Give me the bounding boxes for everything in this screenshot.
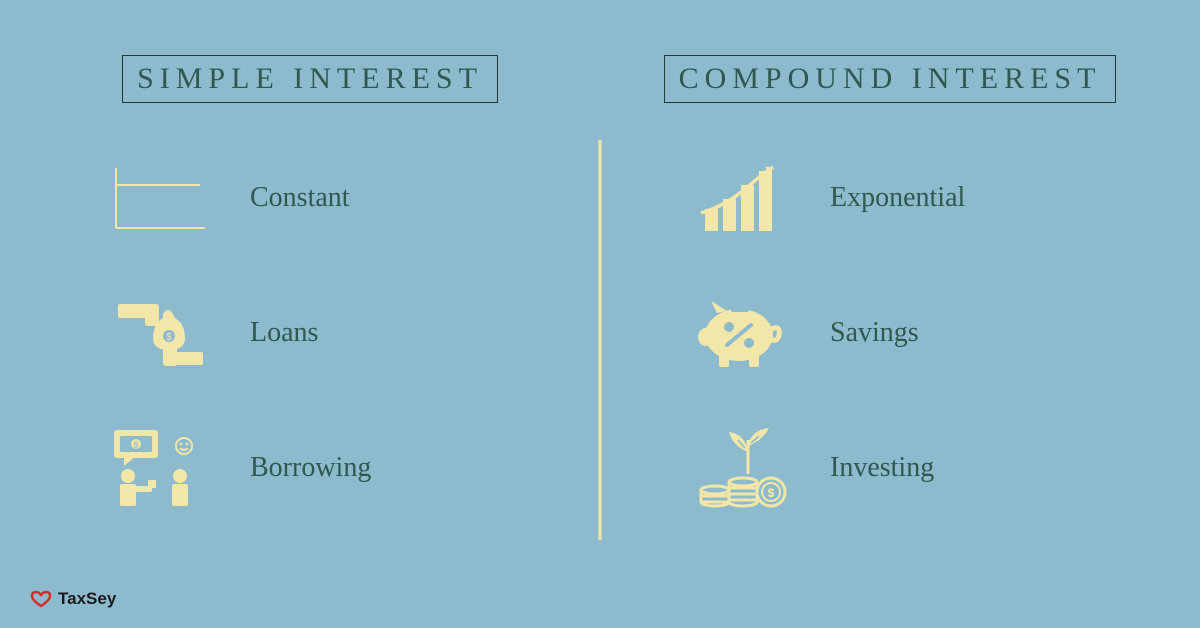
exponential-chart-icon — [690, 158, 790, 238]
item-borrowing: $ B — [110, 428, 560, 508]
item-exponential: Exponential — [690, 158, 1140, 238]
item-savings: Savings — [690, 293, 1140, 373]
right-items: Exponential — [640, 158, 1140, 508]
svg-text:$: $ — [166, 332, 172, 343]
brand-logo: TaxSey — [30, 588, 116, 610]
svg-text:$: $ — [767, 486, 774, 500]
item-investing: $ Investing — [690, 428, 1140, 508]
item-label: Loans — [250, 317, 318, 349]
left-column: SIMPLE INTEREST Constant — [60, 55, 600, 548]
investing-icon: $ — [690, 428, 790, 508]
item-label: Investing — [830, 452, 934, 484]
item-label: Exponential — [830, 182, 965, 214]
borrowing-icon: $ — [110, 428, 210, 508]
item-label: Constant — [250, 182, 350, 214]
right-column: COMPOUND INTEREST Exponential — [600, 55, 1140, 548]
svg-text:$: $ — [133, 440, 138, 450]
constant-chart-icon — [110, 158, 210, 238]
left-items: Constant $ — [60, 158, 560, 508]
center-divider — [599, 140, 602, 540]
item-label: Borrowing — [250, 452, 371, 484]
left-heading: SIMPLE INTEREST — [122, 55, 498, 103]
right-heading: COMPOUND INTEREST — [664, 55, 1117, 103]
item-label: Savings — [830, 317, 919, 349]
piggy-bank-icon — [690, 293, 790, 373]
item-loans: $ Loans — [110, 293, 560, 373]
loans-icon: $ — [110, 293, 210, 373]
logo-text: TaxSey — [58, 589, 116, 609]
item-constant: Constant — [110, 158, 560, 238]
logo-mark-icon — [30, 588, 52, 610]
